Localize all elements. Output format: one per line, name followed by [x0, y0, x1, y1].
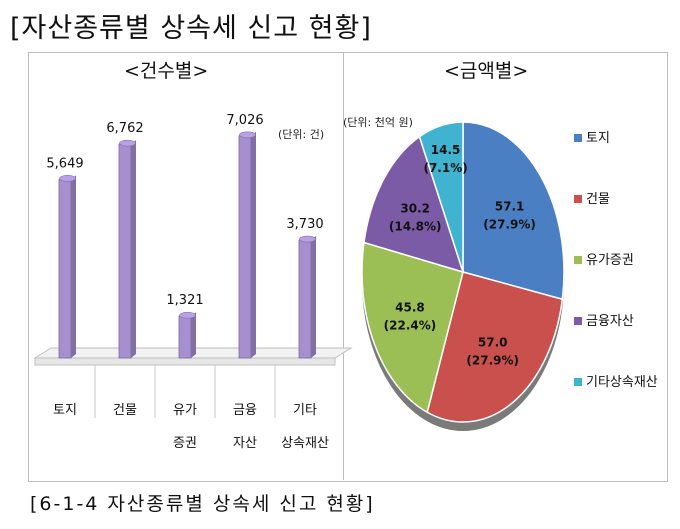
slice-value-label: 30.2: [400, 202, 430, 216]
legend-swatch: [574, 134, 582, 142]
slice-percent-label: (27.9%): [483, 217, 536, 231]
figure-caption: [6-1-4 자산종류별 상속세 신고 현황]: [30, 493, 375, 515]
bar-top: [299, 235, 316, 243]
slice-value-label: 57.1: [495, 199, 525, 213]
legend-swatch: [574, 378, 582, 386]
page-title: [자산종류별 상속세 신고 현황]: [10, 13, 372, 44]
bar-value-label: 3,730: [286, 217, 323, 232]
bar-value-label: 5,649: [46, 156, 83, 171]
pie-slice: [426, 271, 564, 423]
chart-divider: [343, 52, 344, 480]
pie-slice: [462, 121, 565, 301]
bar-side: [311, 236, 316, 358]
category-label: 유가: [173, 403, 197, 418]
slice-percent-label: (14.8%): [389, 220, 442, 234]
legend-swatch: [574, 256, 582, 264]
bar-chart-unit: (단위: 건): [278, 128, 325, 141]
legend-label: 건물: [586, 192, 610, 207]
bar-top: [239, 131, 256, 139]
bar-top: [179, 311, 196, 319]
bar-value-label: 7,026: [226, 113, 263, 128]
legend-swatch: [574, 195, 582, 203]
pie-slice: [361, 241, 464, 414]
bar-chart-title: <건수별>: [124, 60, 209, 82]
category-label: 기타: [293, 403, 317, 418]
pie-slice: [418, 121, 464, 273]
legend-label: 유가증권: [586, 253, 634, 268]
category-label: 증권: [173, 436, 197, 451]
pie-slice: [363, 135, 465, 274]
category-label: 금융: [233, 403, 257, 418]
category-label: 토지: [53, 403, 77, 418]
bar-top: [119, 139, 136, 147]
pie-chart-unit: (단위: 천억 원): [343, 116, 413, 129]
legend-swatch: [574, 317, 582, 325]
category-label: 건물: [113, 403, 137, 418]
legend-label: 금융자산: [586, 314, 634, 329]
slice-value-label: 14.5: [431, 143, 461, 157]
category-label: 자산: [233, 436, 257, 451]
bar-side: [191, 312, 196, 358]
category-label: 상속재산: [281, 436, 329, 451]
legend-label: 기타상속재산: [586, 375, 658, 390]
bar-top: [59, 175, 76, 182]
slice-value-label: 45.8: [395, 301, 425, 315]
slice-percent-label: (22.4%): [384, 319, 437, 333]
pie-chart-title: <금액별>: [444, 60, 529, 82]
bar-side: [71, 175, 76, 358]
slice-value-label: 57.0: [478, 335, 508, 349]
bar-value-label: 6,762: [106, 121, 143, 136]
slice-percent-label: (27.9%): [466, 353, 519, 367]
bar-side: [131, 140, 136, 358]
bar-side: [251, 131, 256, 358]
slice-percent-label: (7.1%): [423, 161, 467, 175]
bar-value-label: 1,321: [166, 293, 203, 308]
legend-label: 토지: [586, 131, 610, 146]
